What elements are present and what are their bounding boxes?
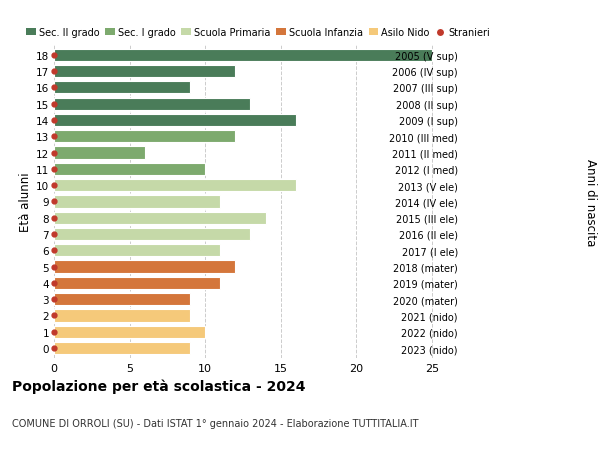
- Bar: [54, 229, 250, 241]
- Bar: [54, 98, 250, 111]
- Bar: [54, 179, 296, 192]
- Bar: [54, 245, 220, 257]
- Bar: [54, 293, 190, 306]
- Bar: [54, 261, 235, 273]
- Bar: [54, 115, 296, 127]
- Bar: [54, 82, 190, 94]
- Bar: [54, 212, 266, 224]
- Bar: [54, 131, 235, 143]
- Bar: [54, 50, 432, 62]
- Bar: [54, 326, 205, 338]
- Bar: [54, 196, 220, 208]
- Legend: Sec. II grado, Sec. I grado, Scuola Primaria, Scuola Infanzia, Asilo Nido, Stran: Sec. II grado, Sec. I grado, Scuola Prim…: [26, 28, 490, 38]
- Text: Popolazione per età scolastica - 2024: Popolazione per età scolastica - 2024: [12, 379, 305, 393]
- Text: Anni di nascita: Anni di nascita: [584, 158, 597, 246]
- Bar: [54, 310, 190, 322]
- Bar: [54, 342, 190, 354]
- Bar: [54, 277, 220, 289]
- Text: COMUNE DI ORROLI (SU) - Dati ISTAT 1° gennaio 2024 - Elaborazione TUTTITALIA.IT: COMUNE DI ORROLI (SU) - Dati ISTAT 1° ge…: [12, 418, 419, 428]
- Y-axis label: Età alunni: Età alunni: [19, 172, 32, 232]
- Bar: [54, 66, 235, 78]
- Bar: [54, 147, 145, 159]
- Bar: [54, 163, 205, 175]
